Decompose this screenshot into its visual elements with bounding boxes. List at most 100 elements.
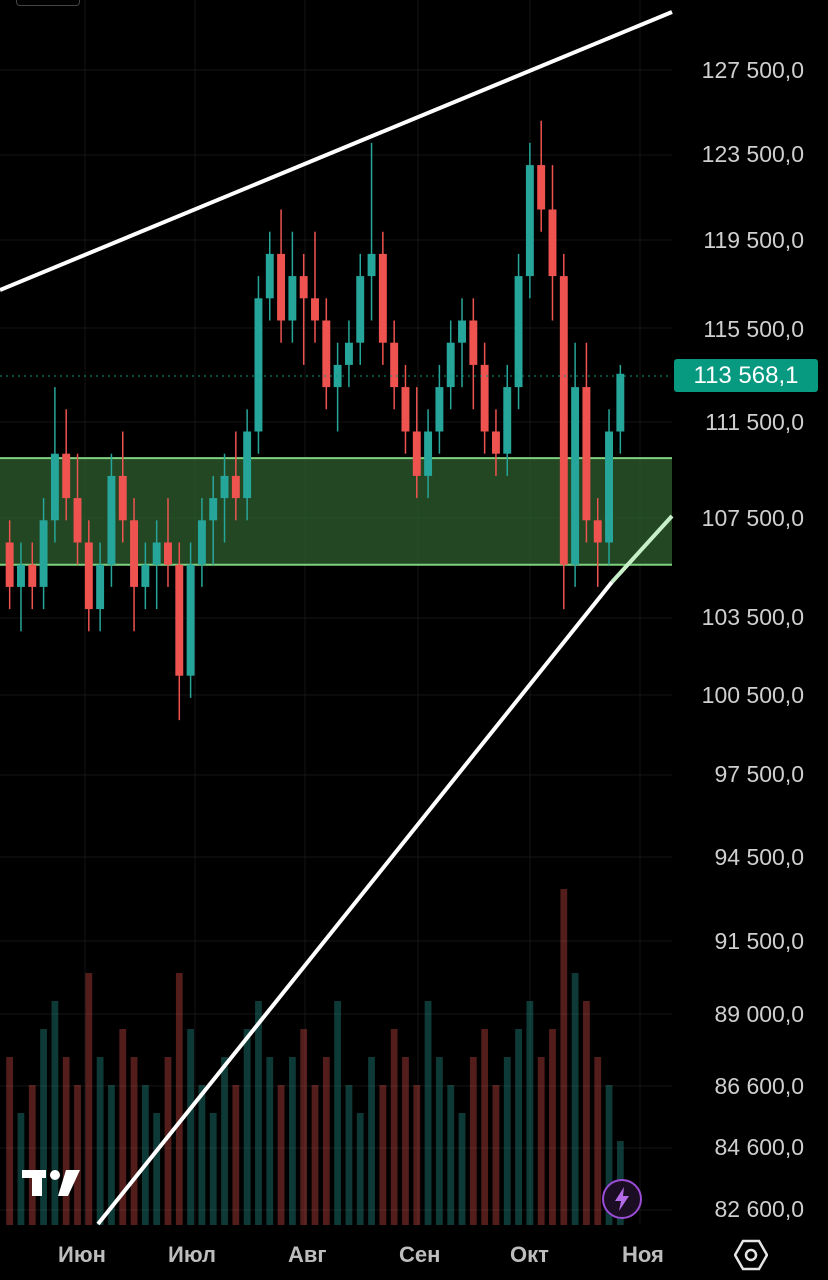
time-axis-label: Июл	[168, 1242, 217, 1267]
price-axis-label: 107 500,0	[701, 505, 804, 531]
price-axis-label: 115 500,0	[703, 316, 804, 342]
current-price-badge: 113 568,1	[674, 359, 818, 392]
volume-bar	[469, 1057, 477, 1225]
candle-body	[5, 542, 14, 587]
candle-body	[458, 320, 466, 343]
candle-body	[491, 431, 500, 454]
candle-body	[39, 520, 48, 587]
candle-body	[412, 431, 421, 476]
volume-bar	[232, 1085, 240, 1225]
volume-bar	[571, 973, 579, 1225]
price-axis-label: 82 600,0	[714, 1196, 804, 1222]
volume-bar	[424, 1001, 432, 1225]
lightning-bolt-icon[interactable]	[602, 1179, 642, 1219]
candlesticks	[5, 120, 625, 721]
volume-bar	[345, 1085, 353, 1225]
price-axis-label: 100 500,0	[701, 682, 804, 708]
candle-body	[401, 387, 410, 432]
candle-body	[356, 276, 365, 343]
price-axis-label: 89 000,0	[714, 1001, 804, 1027]
candle-body	[118, 475, 127, 521]
candle-body	[537, 165, 546, 210]
volume-bar	[209, 1113, 217, 1225]
volume-bar	[62, 1057, 70, 1225]
candle-body	[480, 364, 489, 432]
candle-body	[209, 498, 218, 521]
candle-body	[582, 387, 591, 521]
candle-body	[152, 542, 161, 565]
candle-body	[390, 342, 399, 388]
time-axis-label: Окт	[510, 1242, 549, 1267]
volume-bar	[119, 1029, 127, 1225]
volume-bar	[153, 1113, 161, 1225]
volume-bar	[402, 1057, 409, 1225]
volume-bar	[130, 1057, 138, 1225]
candle-body	[28, 564, 37, 587]
candle-body	[254, 298, 263, 432]
volume-bar	[96, 1057, 104, 1225]
volume-bar	[198, 1085, 206, 1225]
price-axis-label: 86 600,0	[714, 1073, 804, 1099]
volume-bar	[515, 1029, 522, 1225]
volume-bar	[481, 1029, 489, 1225]
volume-bar	[40, 1029, 47, 1225]
candle-body	[62, 453, 71, 499]
candle-body	[525, 165, 534, 277]
candle-body	[197, 520, 206, 565]
candle-body	[130, 520, 139, 587]
tradingview-logo-icon[interactable]	[22, 1166, 86, 1200]
volume-bar	[221, 1057, 228, 1225]
price-axis-label: 97 500,0	[714, 761, 804, 787]
candle-body	[220, 475, 229, 499]
candle-body	[593, 520, 602, 543]
volume-bar	[243, 1029, 251, 1225]
candle-body	[435, 387, 444, 432]
volume-bar	[458, 1113, 466, 1225]
candle-body	[514, 276, 523, 388]
candle-body	[469, 320, 478, 365]
volume-bar	[605, 1085, 613, 1225]
candle-body	[231, 475, 240, 499]
candle-body	[186, 564, 195, 676]
volume-bar	[187, 1029, 194, 1225]
hexagon-settings-icon[interactable]	[734, 1238, 768, 1272]
upper-trend-line	[0, 10, 673, 292]
volume-bar	[322, 1057, 330, 1225]
volume-bar	[413, 1085, 421, 1225]
volume-bar	[17, 1113, 25, 1225]
time-axis-label: Июн	[58, 1242, 106, 1267]
volume-bars	[6, 889, 624, 1225]
volume-bar	[537, 1057, 545, 1225]
price-axis-label: 103 500,0	[701, 604, 804, 630]
volume-bar	[74, 1085, 81, 1225]
volume-bar	[492, 1085, 500, 1225]
volume-bar	[526, 1001, 534, 1225]
candle-body	[265, 253, 274, 299]
candle-body	[311, 298, 319, 321]
candle-body	[322, 320, 331, 388]
volume-bar	[390, 1029, 398, 1225]
candle-body	[367, 253, 376, 277]
volume-bar	[583, 1001, 590, 1225]
volume-bar	[356, 1113, 364, 1225]
time-axis-label: Авг	[288, 1242, 327, 1267]
volume-bar	[368, 1057, 375, 1225]
candle-body	[446, 342, 455, 388]
volume-bar	[334, 1001, 342, 1225]
volume-bar	[277, 1085, 285, 1225]
candle-body	[175, 564, 184, 676]
lower-trend-line-extension	[610, 514, 674, 584]
candle-body	[344, 342, 353, 365]
volume-bar	[560, 889, 568, 1225]
price-axis-label: 91 500,0	[714, 928, 804, 954]
volume-bar	[141, 1085, 149, 1225]
candle-body	[17, 564, 25, 587]
volume-bar	[300, 1029, 308, 1225]
price-axis-label: 94 500,0	[714, 844, 804, 870]
candle-body	[277, 253, 286, 321]
candle-body	[73, 498, 82, 543]
volume-bar	[379, 1085, 387, 1225]
price-axis-label: 111 500,0	[705, 409, 804, 435]
price-axis-label: 127 500,0	[701, 57, 804, 83]
